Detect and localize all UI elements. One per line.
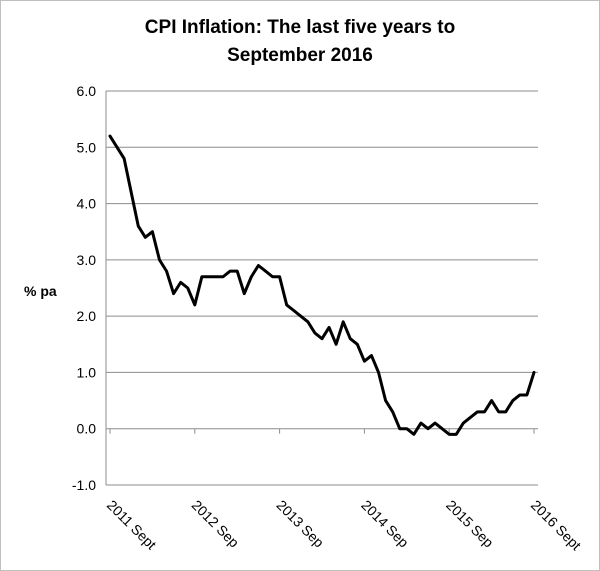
x-tick-label: 2013 Sep xyxy=(273,497,327,551)
x-tick-labels: 2011 Sept 2012 Sep 2013 Sep 2014 Sep 2015 Se… xyxy=(104,497,585,554)
series-group xyxy=(108,134,536,436)
x-tick-label: 2015 Sep xyxy=(443,497,497,551)
chart-title-line-2: September 2016 xyxy=(227,45,373,66)
x-tick-label: 2014 Sep xyxy=(358,497,412,551)
x-tick-label: 2016 Sept xyxy=(528,497,585,554)
y-tick-labels: -1.0 0.0 1.0 2.0 3.0 4.0 5.0 6.0 xyxy=(72,83,96,493)
chart-title: CPI Inflation: The last five years to Se… xyxy=(0,14,600,70)
y-tick-label: 2.0 xyxy=(77,308,97,324)
y-axis-label: % pa xyxy=(24,283,57,299)
y-tick-label: -1.0 xyxy=(72,477,96,493)
series-line-cpi xyxy=(108,134,536,436)
y-tick-label: 5.0 xyxy=(77,139,97,155)
y-tick-label: 6.0 xyxy=(77,83,97,99)
x-tick-label: 2011 Sept xyxy=(104,497,160,553)
y-tick-label: 0.0 xyxy=(77,421,97,437)
chart-title-line-1: CPI Inflation: The last five years to xyxy=(144,17,456,38)
gridlines xyxy=(106,90,538,486)
y-tick-label: 3.0 xyxy=(77,252,97,268)
x-tick-label: 2012 Sep xyxy=(189,497,243,551)
y-tick-label: 1.0 xyxy=(77,364,97,380)
y-tick-label: 4.0 xyxy=(77,196,97,212)
axes xyxy=(105,91,538,485)
